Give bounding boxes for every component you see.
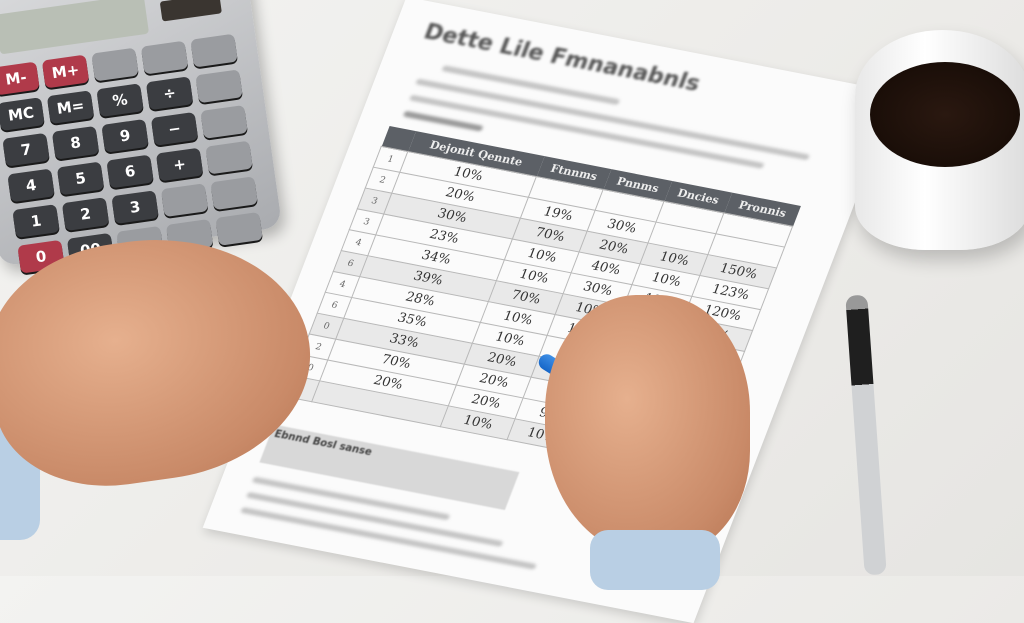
calculator-key: 7 — [2, 132, 50, 167]
solar-panel — [159, 0, 222, 22]
calculator-key — [190, 33, 238, 68]
calculator-key — [91, 47, 139, 82]
calculator-key: + — [155, 147, 204, 182]
calculator-display — [0, 0, 150, 55]
calculator-key — [210, 176, 258, 211]
right-hand — [545, 295, 750, 555]
calculator-key: M- — [0, 61, 40, 96]
calculator-key: 4 — [7, 168, 55, 203]
calculator-key: M+ — [41, 54, 90, 89]
calculator: M-M+MCM=%÷789−456+123000 — [0, 0, 283, 274]
calculator-key: 3 — [111, 190, 159, 225]
document-title: Dette Lile Fmnanabnls — [420, 19, 704, 97]
calculator-key: M= — [46, 90, 95, 125]
spreadsheet-paper: Dette Lile Fmnanabnls Dejonit Qennte Ftnn… — [202, 0, 898, 623]
calculator-key: 5 — [56, 161, 105, 196]
calculator-key: 1 — [12, 204, 60, 238]
calculator-key — [215, 211, 263, 246]
calculator-key: 8 — [51, 125, 100, 160]
coffee — [870, 62, 1020, 167]
right-sleeve — [590, 530, 720, 590]
calculator-key — [140, 40, 189, 75]
calculator-key: MC — [0, 97, 45, 132]
calculator-key: 2 — [61, 197, 110, 232]
blurred-text — [402, 110, 484, 132]
summary-box: Ebnnd Bosl sanse — [259, 424, 520, 511]
calculator-key — [205, 140, 253, 175]
calculator-key: ÷ — [145, 76, 194, 111]
calculator-key: 9 — [101, 118, 149, 153]
calculator-key — [160, 183, 209, 218]
calculator-keypad: M-M+MCM=%÷789−456+123000 — [0, 33, 263, 274]
silver-pen — [845, 294, 887, 576]
calculator-key: 6 — [106, 154, 154, 189]
calculator-key — [200, 105, 248, 139]
calculator-key: % — [96, 83, 144, 118]
calculator-key: − — [150, 111, 199, 146]
calculator-key — [195, 69, 243, 104]
